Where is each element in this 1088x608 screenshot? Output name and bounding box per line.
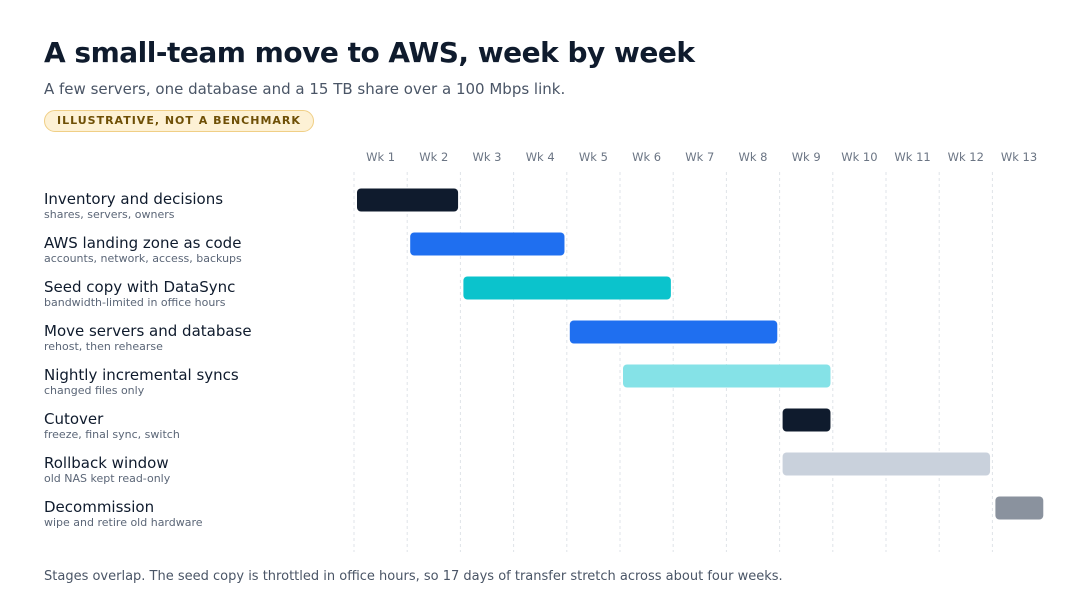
week-tick-label: Wk 13 [1001, 150, 1037, 164]
task-bar [623, 364, 831, 388]
task-name: Seed copy with DataSync [44, 278, 236, 296]
task-name: Decommission [44, 498, 155, 516]
task-detail: freeze, final sync, switch [44, 428, 180, 441]
week-tick-label: Wk 3 [472, 150, 501, 164]
week-tick-label: Wk 1 [366, 150, 395, 164]
task-label: AWS landing zone as code accounts, networ… [44, 234, 344, 266]
chart-footnote: Stages overlap. The seed copy is throttl… [44, 569, 783, 584]
task-name: Move servers and database [44, 322, 252, 340]
task-label: Decommission wipe and retire old hardware [44, 498, 344, 530]
task-name: Inventory and decisions [44, 190, 224, 208]
task-detail: shares, servers, owners [44, 208, 175, 221]
week-tick-label: Wk 4 [526, 150, 555, 164]
task-bar [782, 408, 831, 432]
week-tick-label: Wk 6 [632, 150, 661, 164]
task-bar [782, 452, 991, 476]
week-tick-label: Wk 10 [841, 150, 877, 164]
week-tick-label: Wk 2 [419, 150, 448, 164]
chart-subtitle: A few servers, one database and a 15 TB … [44, 80, 566, 98]
task-detail: old NAS kept read-only [44, 472, 171, 485]
task-bar [357, 188, 459, 212]
task-label: Inventory and decisions shares, servers, … [44, 190, 344, 222]
task-label: Cutover freeze, final sync, switch [44, 410, 344, 442]
task-label: Rollback window old NAS kept read-only [44, 454, 344, 486]
task-bar [463, 276, 671, 300]
week-tick-label: Wk 12 [948, 150, 984, 164]
week-tick-label: Wk 8 [738, 150, 767, 164]
task-detail: wipe and retire old hardware [44, 516, 203, 529]
task-name: AWS landing zone as code [44, 234, 242, 252]
task-detail: accounts, network, access, backups [44, 252, 242, 265]
task-name: Cutover [44, 410, 104, 428]
task-detail: changed files only [44, 384, 145, 397]
task-label: Move servers and database rehost, then re… [44, 322, 344, 354]
task-label: Nightly incremental syncs changed files o… [44, 366, 344, 398]
week-tick-label: Wk 11 [894, 150, 930, 164]
task-detail: bandwidth-limited in office hours [44, 296, 226, 309]
task-bar [569, 320, 778, 344]
chart-title: A small-team move to AWS, week by week [44, 36, 695, 69]
illustrative-badge: ILLUSTRATIVE, NOT A BENCHMARK [44, 110, 314, 132]
week-tick-label: Wk 5 [579, 150, 608, 164]
week-tick-label: Wk 7 [685, 150, 714, 164]
task-bar [410, 232, 565, 256]
task-bar [995, 496, 1044, 520]
week-tick-label: Wk 9 [792, 150, 821, 164]
task-name: Rollback window [44, 454, 169, 472]
task-label: Seed copy with DataSync bandwidth-limited… [44, 278, 344, 310]
task-detail: rehost, then rehearse [44, 340, 163, 353]
task-name: Nightly incremental syncs [44, 366, 239, 384]
